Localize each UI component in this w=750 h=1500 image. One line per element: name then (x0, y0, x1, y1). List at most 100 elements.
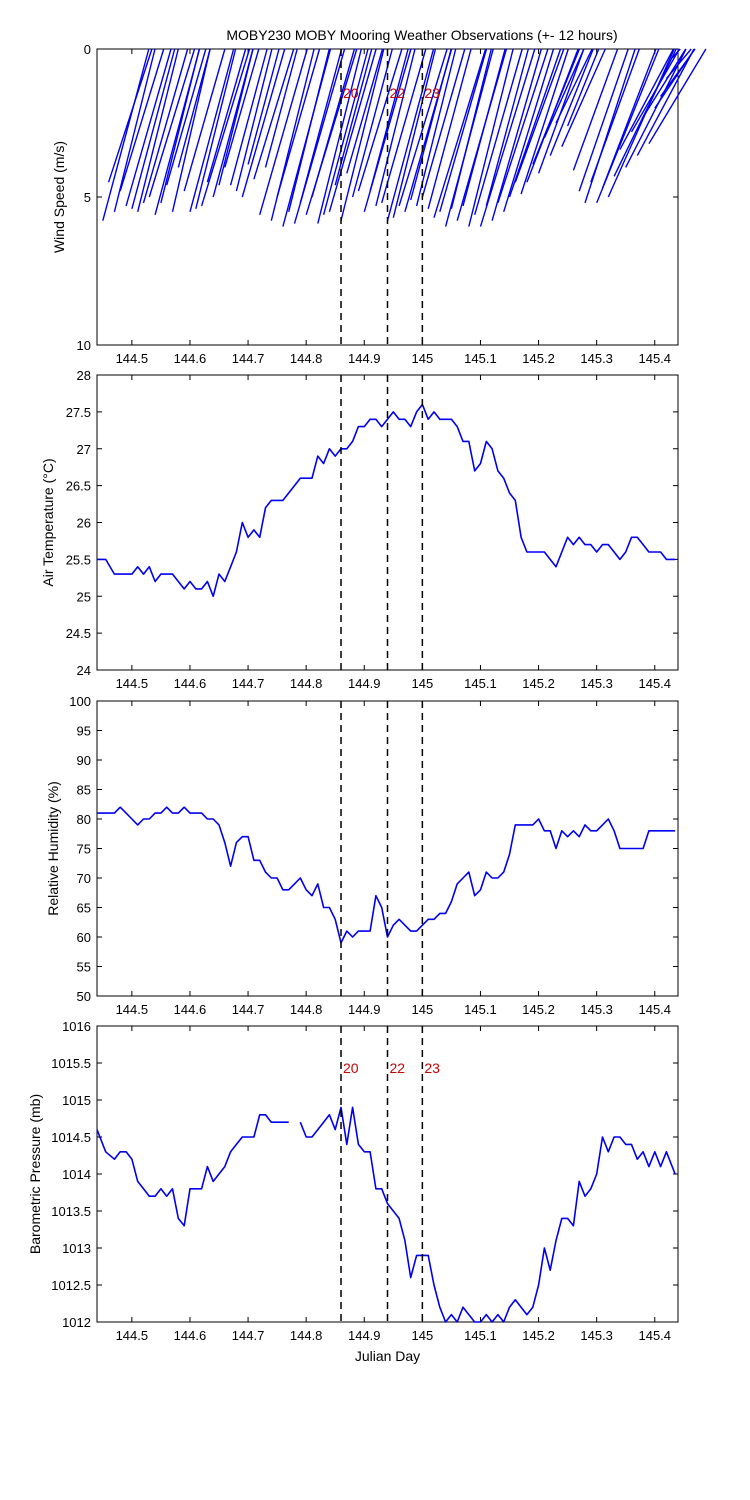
wind-stick (485, 48, 529, 207)
y-tick-label: 75 (77, 842, 91, 857)
wind-stick (462, 48, 506, 207)
wind-stick (543, 48, 585, 139)
y-tick-label: 27 (77, 442, 91, 457)
x-tick-label: 144.8 (290, 1328, 323, 1343)
x-tick-label: 145.3 (580, 1328, 613, 1343)
y-tick-label: 50 (77, 989, 91, 1004)
y-tick-label: 24.5 (66, 626, 91, 641)
y-tick-label: 1014 (62, 1167, 91, 1182)
y-tick-label: 28 (77, 368, 91, 383)
x-tick-label: 144.6 (174, 351, 207, 366)
wind-stick (572, 48, 619, 171)
x-tick-label: 144.9 (348, 676, 381, 691)
y-axis-label: Barometric Pressure (mb) (27, 1094, 43, 1254)
y-tick-label: 0 (84, 42, 91, 57)
wind-stick (107, 48, 153, 183)
wind-stick (253, 48, 295, 180)
y-tick-label: 1015.5 (51, 1056, 91, 1071)
wind-stick (474, 48, 523, 215)
wind-stick (171, 48, 211, 212)
wind-stick (619, 48, 675, 150)
data-line (97, 806, 676, 944)
y-tick-label: 70 (77, 871, 91, 886)
y-tick-label: 1015 (62, 1093, 91, 1108)
x-tick-label: 145 (412, 1328, 434, 1343)
wind-stick (561, 48, 606, 147)
y-tick-label: 80 (77, 812, 91, 827)
wind-stick (206, 48, 247, 183)
y-tick-label: 1016 (62, 1019, 91, 1034)
y-tick-label: 1013 (62, 1241, 91, 1256)
y-tick-label: 26.5 (66, 479, 91, 494)
wind-stick (514, 48, 565, 183)
y-axis-label: Relative Humidity (%) (45, 781, 61, 916)
x-tick-label: 144.9 (348, 1002, 381, 1017)
wind-stick (584, 48, 636, 204)
wind-stick (410, 48, 452, 201)
wind-stick (630, 48, 681, 133)
x-tick-label: 145.4 (638, 1328, 671, 1343)
y-tick-label: 24 (77, 663, 91, 678)
wind-stick (311, 48, 356, 198)
x-tick-label: 145.3 (580, 1002, 613, 1017)
chart-panel-2: 24 24.5 25 25.5 26 26.5 27 27.5 28 144.5 144.6 144.… (40, 368, 679, 691)
x-tick-label: 144.6 (174, 1002, 207, 1017)
wind-stick (590, 48, 640, 183)
wind-stick (392, 48, 437, 218)
wind-stick (195, 48, 237, 209)
wind-stick (479, 48, 536, 227)
wind-stick (317, 48, 362, 224)
x-tick-label: 144.9 (348, 351, 381, 366)
wind-stick (648, 48, 707, 145)
y-tick-label: 95 (77, 724, 91, 739)
wind-stick (491, 48, 542, 221)
chart-panel-3: 50 55 60 65 70 75 80 85 90 95 100 144.5 144.6 144.7 14… (45, 694, 679, 1017)
wind-stick (375, 48, 416, 207)
wind-stick (340, 48, 385, 221)
y-tick-label: 65 (77, 901, 91, 916)
wind-stick (381, 48, 427, 204)
wind-stick (247, 48, 280, 165)
x-tick-label: 145.2 (522, 1328, 555, 1343)
data-line (97, 403, 676, 598)
y-axis-label: Wind Speed (m/s) (51, 141, 67, 253)
x-tick-label: 145 (412, 1002, 434, 1017)
wind-stick (264, 48, 298, 168)
x-tick-label: 144.5 (116, 351, 149, 366)
wind-stick (636, 48, 695, 156)
x-tick-label: 144.6 (174, 676, 207, 691)
y-tick-label: 27.5 (66, 405, 91, 420)
wind-stick (427, 48, 472, 209)
chart-panel-4: 1012 1012.5 1013 1013.5 1014 1014.5 1015 1015.5… (27, 1019, 679, 1364)
wind-stick (625, 48, 687, 168)
y-tick-label: 1013.5 (51, 1204, 91, 1219)
x-tick-label: 144.5 (116, 1328, 149, 1343)
wind-stick (113, 48, 156, 212)
y-tick-label: 10 (77, 338, 91, 353)
y-tick-label: 1012 (62, 1315, 91, 1330)
wind-stick (503, 48, 555, 213)
y-tick-label: 60 (77, 930, 91, 945)
wind-stick (357, 48, 403, 192)
wind-stick (660, 48, 696, 97)
wind-stick (276, 48, 321, 198)
wind-stick (508, 48, 562, 198)
x-tick-label: 144.7 (232, 351, 265, 366)
wind-stick (351, 48, 393, 198)
x-tick-label: 145.4 (638, 676, 671, 691)
y-tick-label: 1012.5 (51, 1278, 91, 1293)
wind-stick (259, 48, 308, 215)
event-marker-label: 22 (390, 1060, 406, 1076)
wind-stick (102, 48, 150, 221)
x-tick-label: 144.7 (232, 676, 265, 691)
x-tick-label: 145.1 (464, 1002, 497, 1017)
x-tick-label: 145.1 (464, 1328, 497, 1343)
wind-stick (607, 48, 675, 198)
x-tick-label: 144.8 (290, 676, 323, 691)
wind-stick (665, 48, 692, 80)
x-tick-label: 144.5 (116, 1002, 149, 1017)
wind-stick (177, 48, 211, 168)
y-tick-label: 25 (77, 589, 91, 604)
wind-stick (439, 48, 488, 212)
